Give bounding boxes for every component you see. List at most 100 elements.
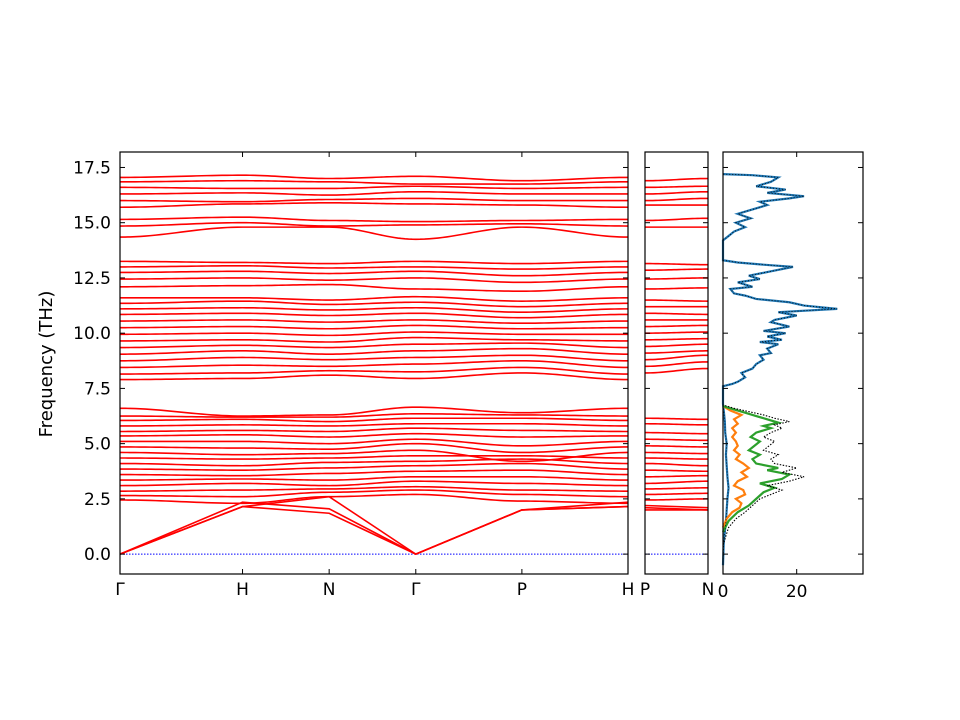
band-line bbox=[644, 474, 709, 478]
band-line bbox=[120, 469, 629, 477]
band-line bbox=[119, 331, 628, 337]
band-line bbox=[645, 268, 708, 271]
band-line bbox=[644, 217, 709, 222]
panel-frame bbox=[119, 151, 629, 575]
y-tick-label: 10.0 bbox=[73, 324, 111, 344]
band-line bbox=[119, 485, 629, 492]
band-line bbox=[120, 264, 629, 270]
band-line bbox=[120, 432, 629, 438]
band-line bbox=[119, 221, 629, 227]
band-line bbox=[644, 445, 709, 448]
band-line bbox=[120, 489, 629, 498]
band-line bbox=[645, 324, 708, 328]
band-line bbox=[644, 361, 709, 368]
band-line bbox=[120, 372, 629, 381]
band-line bbox=[119, 422, 629, 427]
band-line bbox=[645, 492, 708, 496]
band-line bbox=[120, 455, 629, 460]
band-line bbox=[119, 226, 629, 241]
dos-panel bbox=[721, 151, 864, 575]
band-lines-segment-1 bbox=[119, 174, 629, 556]
band-line bbox=[645, 337, 708, 341]
band-line bbox=[645, 498, 708, 501]
acoustic-band-line bbox=[119, 501, 629, 556]
y-tick-label: 7.5 bbox=[84, 379, 111, 399]
band-line bbox=[119, 202, 629, 209]
band-line bbox=[645, 331, 708, 334]
band-line bbox=[645, 431, 708, 435]
acoustic-band-line bbox=[119, 505, 629, 555]
band-line bbox=[120, 319, 629, 325]
band-line bbox=[644, 354, 709, 361]
band-line bbox=[120, 260, 629, 265]
high-symmetry-point-label: P bbox=[517, 580, 527, 600]
band-line bbox=[645, 438, 708, 442]
acoustic-band-line bbox=[644, 504, 709, 509]
band-line bbox=[120, 427, 628, 433]
band-line bbox=[119, 342, 629, 349]
band-line bbox=[644, 343, 709, 348]
band-line bbox=[644, 177, 709, 182]
band-line bbox=[119, 480, 629, 487]
band-line bbox=[644, 462, 709, 467]
band-line bbox=[644, 480, 709, 485]
band-line bbox=[119, 493, 629, 505]
band-line bbox=[119, 174, 629, 182]
band-line bbox=[120, 277, 629, 284]
band-line bbox=[644, 197, 709, 202]
high-symmetry-point-label: N bbox=[702, 580, 715, 600]
dos-x-tick-label: 0 bbox=[718, 582, 729, 602]
band-line bbox=[119, 354, 629, 362]
dos-series-line bbox=[721, 405, 751, 529]
y-tick-label: 0.0 bbox=[84, 545, 111, 565]
dos-series-line bbox=[721, 172, 838, 566]
band-line bbox=[645, 277, 708, 280]
dos-x-tick-label: 20 bbox=[786, 582, 808, 602]
band-line bbox=[119, 475, 629, 481]
band-line bbox=[120, 197, 628, 203]
band-line bbox=[120, 438, 629, 447]
high-symmetry-point-label: H bbox=[236, 580, 249, 600]
band-line bbox=[119, 216, 628, 223]
dos-lines bbox=[721, 172, 838, 566]
band-lines-segment-2 bbox=[644, 177, 709, 555]
band-line bbox=[119, 306, 629, 313]
band-line bbox=[644, 299, 709, 302]
high-symmetry-point-label: Γ bbox=[411, 580, 421, 600]
high-symmetry-point-label: H bbox=[622, 580, 635, 600]
band-line bbox=[644, 451, 709, 455]
band-line bbox=[119, 462, 629, 471]
band-panel-1-frame bbox=[119, 151, 629, 575]
high-symmetry-point-label: N bbox=[323, 580, 336, 600]
high-symmetry-point-label: P bbox=[640, 580, 650, 600]
band-line bbox=[644, 190, 709, 195]
dos-series-line bbox=[722, 405, 793, 533]
band-line bbox=[119, 359, 629, 369]
dos-series-line bbox=[722, 404, 805, 546]
y-tick-label: 2.5 bbox=[84, 490, 111, 510]
band-line bbox=[645, 417, 708, 421]
band-line bbox=[119, 300, 629, 308]
band-panel-2 bbox=[644, 151, 709, 575]
y-axis-ticks: 0.0 2.5 5.0 7.5 10.0 12.5 15.0 17.5 bbox=[73, 158, 863, 565]
band-line bbox=[119, 347, 629, 355]
band-line bbox=[645, 262, 708, 266]
band-line bbox=[645, 457, 708, 460]
band-line bbox=[120, 283, 629, 292]
band-line bbox=[120, 442, 629, 454]
acoustic-band-line bbox=[644, 506, 709, 511]
band-line bbox=[120, 270, 629, 277]
y-tick-label: 5.0 bbox=[84, 435, 111, 455]
band-line bbox=[644, 487, 709, 490]
band-line bbox=[119, 336, 629, 343]
high-symmetry-point-label: Γ bbox=[115, 580, 125, 600]
band-line bbox=[119, 406, 629, 417]
band-panel-1 bbox=[119, 151, 629, 575]
y-axis-label: Frequency (THz) bbox=[36, 291, 57, 438]
y-tick-label: 15.0 bbox=[73, 214, 111, 234]
panel-frame bbox=[644, 151, 709, 575]
x-axis-ticks: Γ H N Γ P H P N 0 20 bbox=[115, 152, 808, 602]
band-line bbox=[645, 469, 708, 473]
band-line bbox=[119, 366, 629, 375]
band-line bbox=[120, 312, 629, 319]
